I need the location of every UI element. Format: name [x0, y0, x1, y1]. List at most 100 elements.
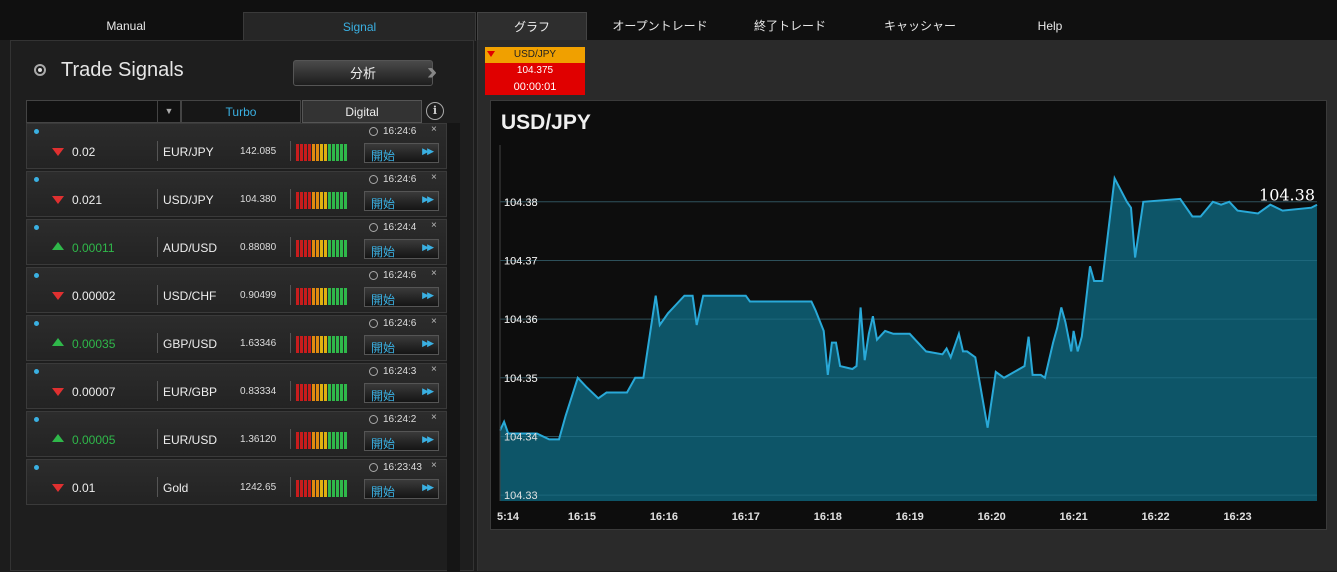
meter-bar	[340, 144, 343, 161]
tab-help[interactable]: Help	[1037, 19, 1063, 33]
start-button[interactable]: 開始 ▶▶	[364, 431, 439, 451]
signal-change: 0.021	[72, 193, 103, 207]
y-tick-label: 104.38	[504, 197, 538, 209]
meter-bar	[340, 432, 343, 449]
analyze-button[interactable]: 分析	[293, 60, 433, 86]
start-button[interactable]: 開始 ▶▶	[364, 383, 439, 403]
signals-scrollbar[interactable]	[447, 123, 460, 572]
meter-bar	[316, 432, 319, 449]
tab-digital[interactable]: Digital	[302, 100, 422, 123]
chart-title: USD/JPY	[501, 111, 591, 134]
chevrons-icon: ›››	[429, 60, 459, 86]
forward-icon: ▶▶	[422, 146, 434, 156]
meter-bar	[328, 288, 331, 305]
meter-bar	[344, 288, 347, 305]
close-icon[interactable]: ×	[431, 460, 437, 471]
panel-radio-icon[interactable]	[34, 64, 46, 76]
start-button[interactable]: 開始 ▶▶	[364, 143, 439, 163]
meter-bar	[296, 480, 299, 497]
start-label: 開始	[371, 485, 396, 499]
meter-bar	[332, 240, 335, 257]
signal-time: 16:24:6	[383, 270, 417, 281]
tab-manual[interactable]: Manual	[106, 19, 146, 33]
meter-bar	[320, 192, 323, 209]
tab-signal[interactable]: Signal	[243, 12, 476, 41]
close-icon[interactable]: ×	[431, 220, 437, 231]
meter-bar	[340, 336, 343, 353]
meter-bar	[324, 336, 327, 353]
signal-dot-icon	[34, 417, 39, 422]
meter-bar	[296, 288, 299, 305]
meter-bar	[336, 432, 339, 449]
start-label: 開始	[371, 389, 396, 403]
meter-bar	[316, 480, 319, 497]
signal-time: 16:24:4	[383, 222, 417, 233]
tab-closed-trade[interactable]: 終了トレード	[753, 19, 826, 33]
meter-bar	[304, 336, 307, 353]
signal-time: 16:24:2	[383, 414, 417, 425]
start-button[interactable]: 開始 ▶▶	[364, 239, 439, 259]
meter-bar	[308, 144, 311, 161]
meter-bar	[320, 144, 323, 161]
signals-list: 0.02 EUR/JPY 142.085 16:24:6 × 開始 ▶▶ 0.021 USD/J…	[26, 123, 447, 507]
meter-bar	[344, 144, 347, 161]
x-tick-label: 16:18	[814, 511, 842, 523]
strength-meter	[296, 384, 347, 401]
meter-bar	[308, 384, 311, 401]
start-button[interactable]: 開始 ▶▶	[364, 287, 439, 307]
chart-series-line	[499, 174, 1318, 441]
close-icon[interactable]: ×	[431, 316, 437, 327]
meter-bar	[324, 144, 327, 161]
divider	[157, 429, 158, 449]
meter-bar	[312, 144, 315, 161]
meter-bar	[300, 288, 303, 305]
start-button[interactable]: 開始 ▶▶	[364, 191, 439, 211]
signal-pair: EUR/USD	[163, 433, 218, 447]
x-tick-label: 16:21	[1060, 511, 1088, 523]
chart-area	[500, 178, 1317, 502]
tab-graph[interactable]: グラフ	[477, 12, 587, 41]
meter-bar	[312, 432, 315, 449]
divider	[157, 237, 158, 257]
clock-icon	[369, 271, 378, 280]
start-button[interactable]: 開始 ▶▶	[364, 479, 439, 499]
asset-filter-select[interactable]: ▼	[26, 100, 181, 123]
forward-icon: ▶▶	[422, 482, 434, 492]
ticker-header: USD/JPY	[485, 47, 585, 63]
start-label: 開始	[371, 197, 396, 211]
close-icon[interactable]: ×	[431, 412, 437, 423]
meter-bar	[328, 480, 331, 497]
strength-meter	[296, 432, 347, 449]
x-tick-label: 16:16	[650, 511, 678, 523]
meter-bar	[328, 432, 331, 449]
divider	[157, 285, 158, 305]
tab-open-trade[interactable]: オープントレード	[612, 19, 708, 33]
close-icon[interactable]: ×	[431, 268, 437, 279]
tab-turbo[interactable]: Turbo	[181, 100, 301, 123]
tab-cashier[interactable]: キャッシャー	[883, 19, 956, 33]
start-label: 開始	[371, 149, 396, 163]
meter-bar	[304, 192, 307, 209]
ticker-badge[interactable]: USD/JPY 104.375 00:00:01	[485, 47, 585, 95]
signal-dot-icon	[34, 321, 39, 326]
up-arrow-icon	[52, 242, 64, 250]
meter-bar	[312, 336, 315, 353]
close-icon[interactable]: ×	[431, 124, 437, 135]
signal-change: 0.01	[72, 481, 96, 495]
close-icon[interactable]: ×	[431, 172, 437, 183]
info-icon[interactable]: i	[426, 102, 444, 120]
signal-dot-icon	[34, 129, 39, 134]
chevron-down-icon: ▼	[157, 101, 180, 122]
clock-icon	[369, 463, 378, 472]
panel-title: Trade Signals	[61, 59, 184, 81]
meter-bar	[296, 144, 299, 161]
meter-bar	[304, 432, 307, 449]
signal-change: 0.02	[72, 145, 96, 159]
close-icon[interactable]: ×	[431, 364, 437, 375]
meter-bar	[340, 240, 343, 257]
divider	[157, 189, 158, 209]
meter-bar	[308, 336, 311, 353]
start-button[interactable]: 開始 ▶▶	[364, 335, 439, 355]
clock-icon	[369, 367, 378, 376]
meter-bar	[308, 432, 311, 449]
